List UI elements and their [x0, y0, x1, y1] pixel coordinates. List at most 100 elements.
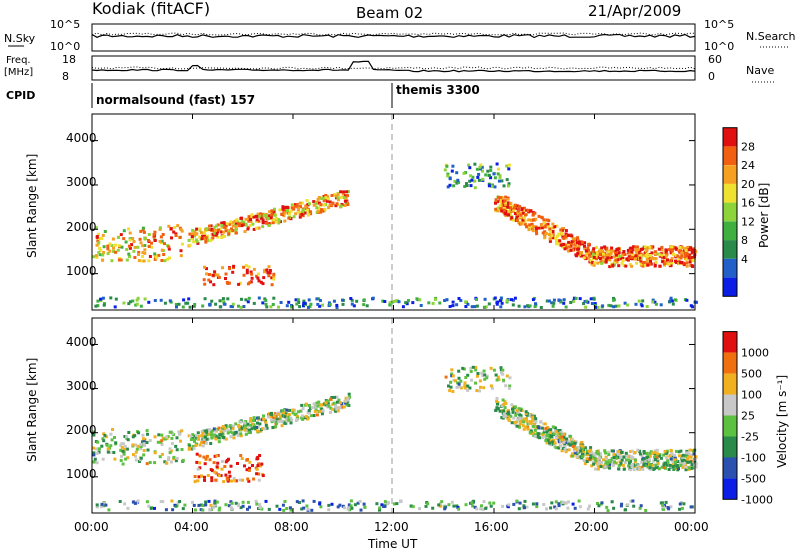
heatmap-cell — [521, 218, 525, 222]
heatmap-cell — [202, 429, 206, 433]
heatmap-cell — [277, 420, 281, 424]
heatmap-cell — [289, 421, 293, 425]
heatmap-cell — [481, 508, 485, 511]
heatmap-cell — [180, 242, 184, 246]
heatmap-cell — [630, 465, 634, 469]
heatmap-cell — [531, 502, 535, 506]
heatmap-cell — [266, 217, 270, 220]
heatmap-cell — [419, 304, 423, 307]
heatmap-cell — [652, 257, 656, 261]
heatmap-cell — [648, 254, 652, 257]
heatmap-cell — [261, 474, 265, 478]
heatmap-cell — [225, 458, 229, 462]
heatmap-cell — [448, 389, 452, 393]
heatmap-cell — [301, 208, 305, 212]
heatmap-cell — [201, 504, 205, 507]
colorbar-tick-label: 8 — [741, 234, 748, 247]
heatmap-cell — [583, 300, 587, 303]
heatmap-cell — [648, 458, 651, 462]
heatmap-cell — [557, 502, 561, 506]
heatmap-cell — [673, 298, 677, 302]
heatmap-cell — [111, 428, 114, 431]
heatmap-cell — [139, 456, 143, 460]
heatmap-cell — [512, 416, 516, 420]
heatmap-cell — [554, 236, 558, 240]
heatmap-cell — [470, 178, 474, 182]
heatmap-cell — [586, 449, 589, 453]
heatmap-cell — [133, 501, 137, 505]
heatmap-cell — [94, 226, 98, 230]
heatmap-cell — [119, 459, 123, 462]
heatmap-cell — [478, 165, 482, 169]
heatmap-cell — [318, 502, 322, 506]
colorbar-swatch — [723, 240, 737, 259]
heatmap-cell — [570, 240, 574, 244]
heatmap-cell — [489, 169, 493, 172]
heatmap-cell — [198, 466, 202, 470]
heatmap-cell — [273, 412, 277, 416]
colorbar-swatch — [723, 478, 737, 500]
heatmap-cell — [233, 219, 237, 223]
heatmap-cell — [208, 432, 212, 436]
heatmap-cell — [551, 425, 555, 429]
heatmap-cell — [686, 460, 690, 464]
heatmap-cell — [302, 506, 306, 510]
heatmap-cell — [559, 243, 563, 247]
heatmap-cell — [541, 436, 545, 440]
heatmap-cell — [607, 453, 611, 457]
heatmap-cell — [202, 278, 206, 282]
heatmap-cell — [600, 501, 604, 505]
colorbar-swatch — [723, 457, 737, 479]
heatmap-cell — [493, 176, 497, 180]
heatmap-cell — [197, 475, 201, 479]
heatmap-cell — [630, 255, 634, 259]
heatmap-cell — [548, 227, 552, 231]
heatmap-cell — [634, 254, 638, 258]
heatmap-cell — [272, 272, 276, 276]
heatmap-cell — [322, 199, 326, 203]
heatmap-cell — [524, 410, 528, 414]
colorbar-tick-label: 25 — [741, 410, 755, 423]
heatmap-cell — [596, 305, 600, 309]
heatmap-cell — [301, 499, 305, 503]
heatmap-cell — [447, 384, 450, 388]
heatmap-cell — [97, 250, 101, 254]
heatmap-cell — [510, 421, 514, 425]
heatmap-cell — [336, 196, 340, 200]
heatmap-cell — [346, 194, 349, 198]
colorbar-tick-label: 28 — [741, 140, 755, 153]
heatmap-cell — [633, 451, 637, 454]
heatmap-cell — [307, 202, 311, 206]
heatmap-cell — [492, 172, 496, 176]
heatmap-cell — [173, 226, 177, 229]
heatmap-cell — [395, 502, 399, 506]
heatmap-cell — [252, 416, 256, 420]
heatmap-cell — [255, 457, 259, 461]
heatmap-cell — [272, 218, 276, 222]
heatmap-cell — [490, 184, 494, 188]
heatmap-cell — [249, 417, 253, 420]
heatmap-cell — [211, 429, 215, 433]
heatmap-cell — [245, 271, 249, 275]
heatmap-cell — [602, 258, 606, 262]
heatmap-cell — [560, 438, 564, 442]
heatmap-cell — [330, 194, 334, 197]
heatmap-cell — [591, 249, 595, 253]
heatmap-cell — [694, 462, 698, 466]
heatmap-cell — [537, 214, 541, 218]
colorbar-tick-label: 20 — [741, 178, 755, 191]
heatmap-cell — [300, 201, 304, 205]
heatmap-cell — [261, 225, 265, 229]
heatmap-cell — [92, 255, 96, 259]
heatmap-cell — [251, 464, 254, 467]
heatmap-cell — [227, 470, 231, 474]
heatmap-cell — [160, 248, 164, 252]
heatmap-cell — [221, 426, 224, 430]
heatmap-cell — [476, 374, 479, 378]
heatmap-cell — [197, 437, 200, 441]
heatmap-cell — [539, 306, 543, 309]
heatmap-cell — [126, 438, 130, 442]
heatmap-cell — [223, 302, 227, 306]
heatmap-cell — [583, 254, 587, 258]
heatmap-cell — [148, 461, 152, 464]
